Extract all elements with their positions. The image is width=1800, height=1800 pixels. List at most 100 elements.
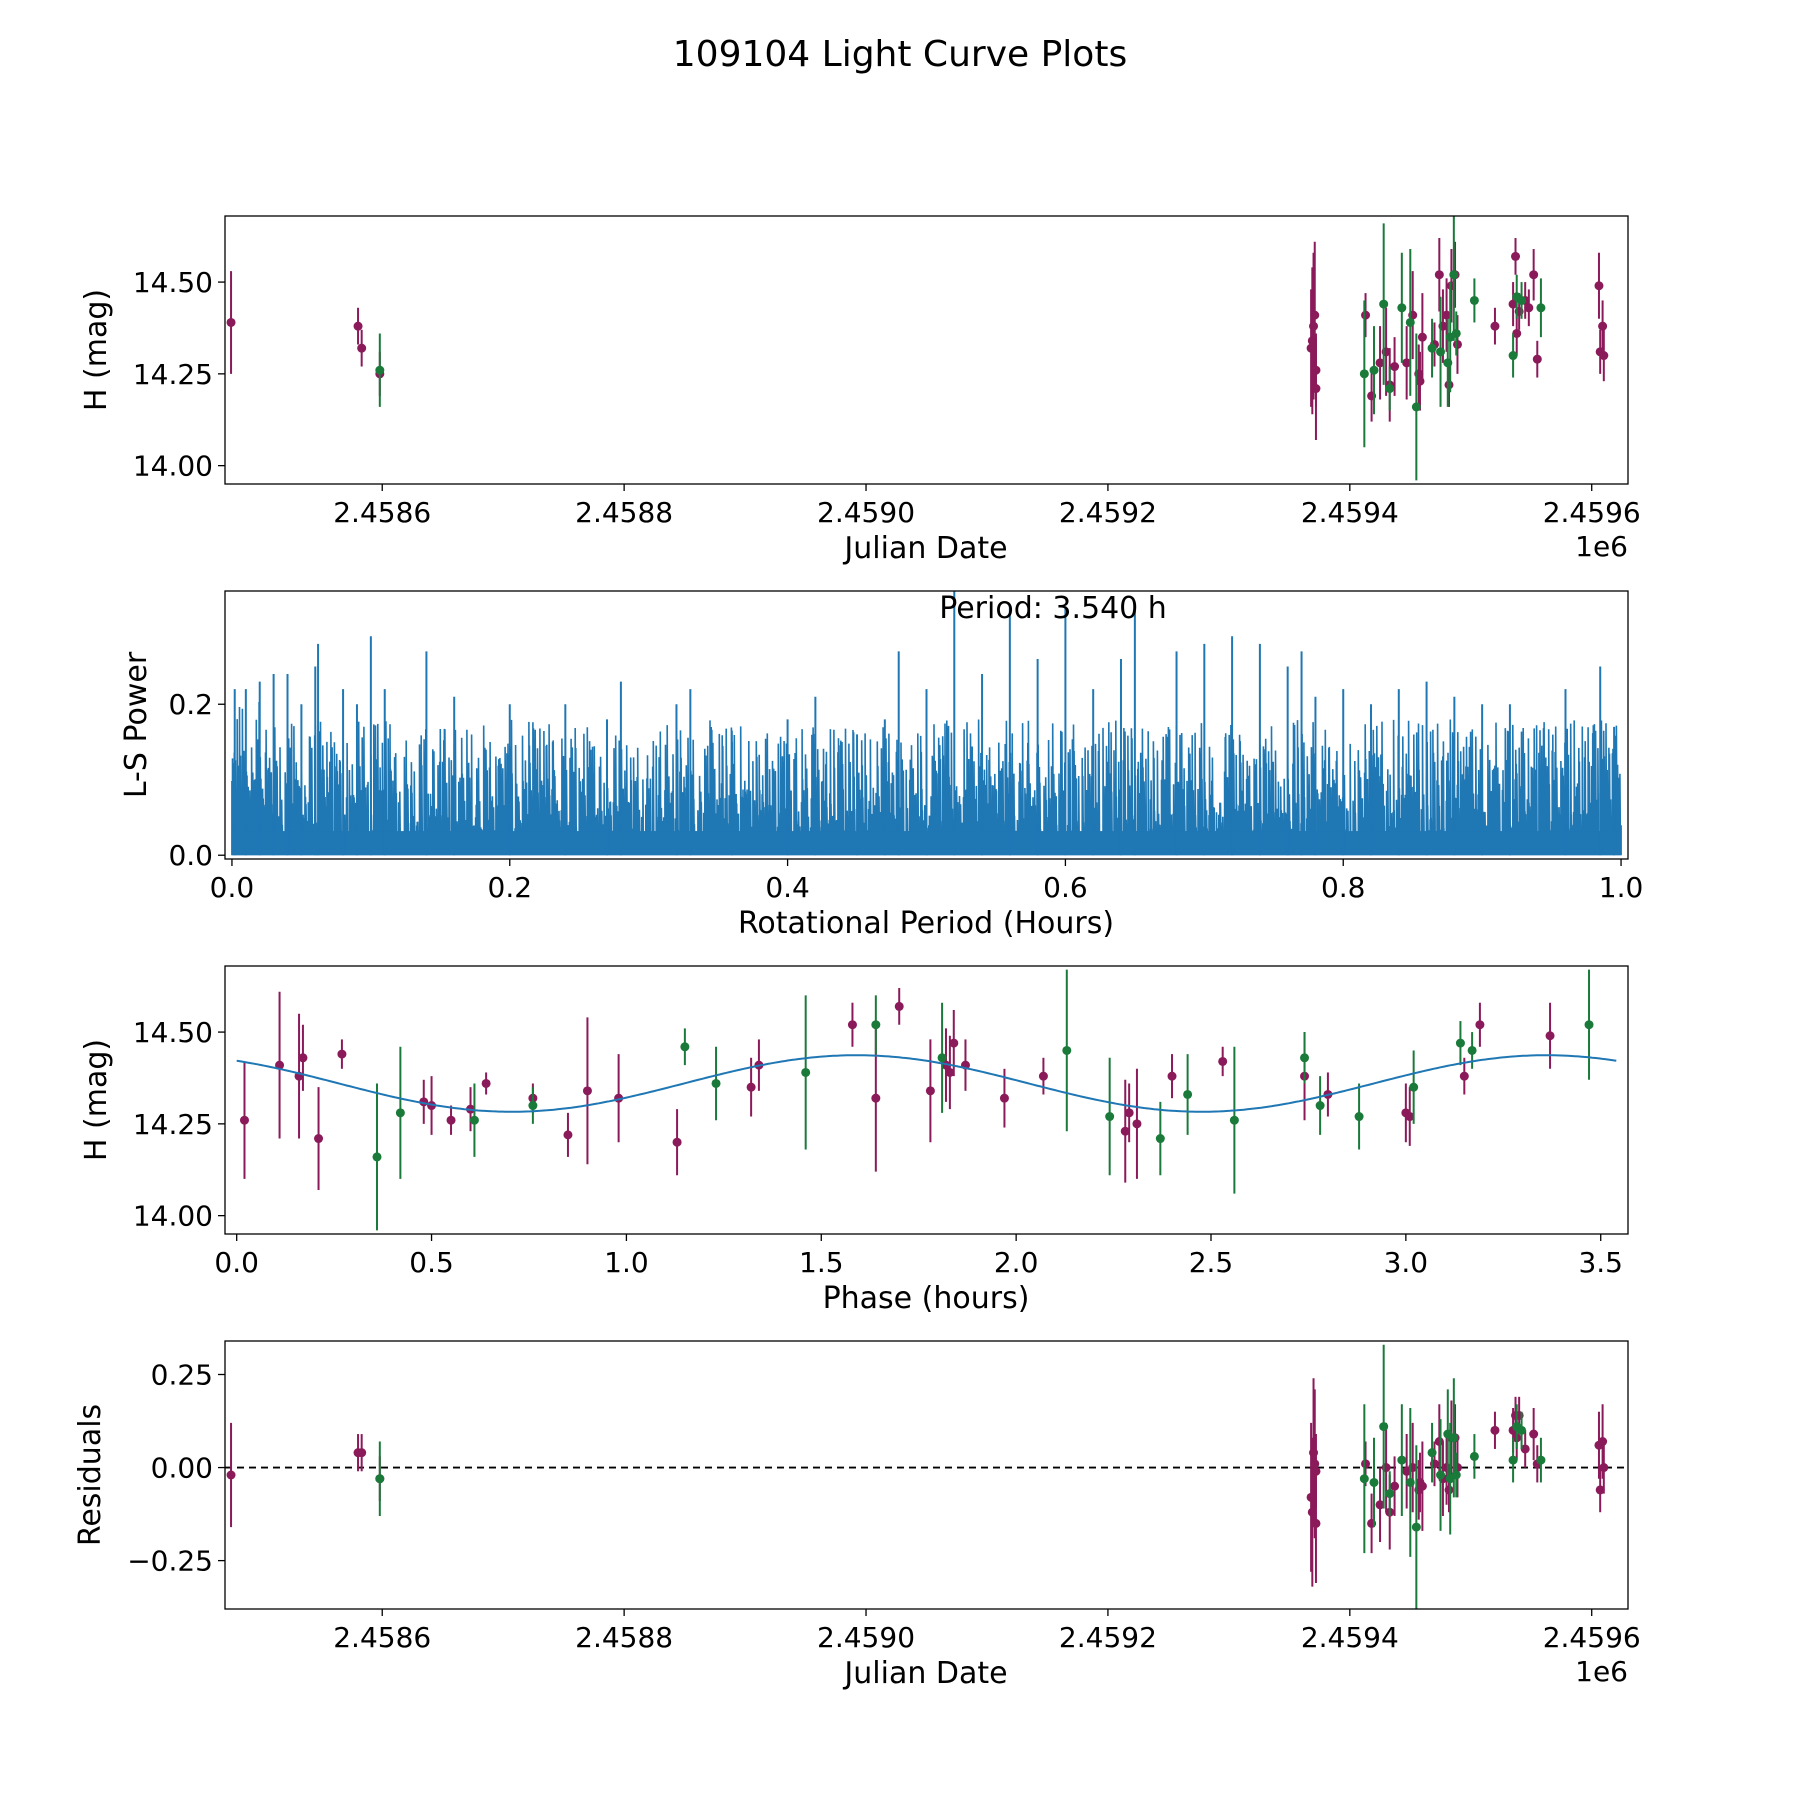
data-point [801, 1067, 811, 1077]
x-tick-label: 1.0 [1599, 871, 1644, 904]
data-point [1359, 1474, 1369, 1484]
data-point [1062, 1045, 1072, 1055]
data-point [1545, 1031, 1555, 1041]
data-point [746, 1082, 756, 1092]
data-point [226, 1470, 236, 1480]
data-point [1444, 380, 1454, 390]
data-point [925, 1086, 935, 1096]
data-point [1490, 321, 1500, 331]
model-curve [236, 1054, 1617, 1113]
data-point [680, 1042, 690, 1052]
x-tick-label: 0.0 [214, 1246, 259, 1279]
x-tick-label: 2.4596 [1543, 496, 1641, 529]
x-tick-label: 2.4594 [1301, 1621, 1399, 1654]
data-point [1369, 1477, 1379, 1487]
data-point [1375, 1500, 1385, 1510]
phased-ticks: 0.0 0.5 1.0 1.5 2.0 2.5 3.0 3.5 14.00 14.25 14.50 [133, 1016, 1623, 1279]
data-point [275, 1060, 285, 1070]
y-tick-label: −0.25 [127, 1545, 213, 1578]
data-point [1311, 1518, 1321, 1528]
data-point [1511, 251, 1521, 261]
data-point [1361, 310, 1371, 320]
data-point [1379, 1422, 1389, 1432]
data-point [1508, 1455, 1518, 1465]
y-tick-label: 14.25 [133, 358, 213, 391]
data-point [372, 1152, 382, 1162]
panel-lightcurve: 2.4586 2.4588 2.4590 2.4592 2.4594 2.4596 14.0… [79, 215, 1641, 566]
data-point [469, 1115, 479, 1125]
data-point [1449, 1433, 1459, 1443]
data-point [1300, 1053, 1310, 1063]
data-point [563, 1130, 573, 1140]
residuals-xlabel: Julian Date [842, 1656, 1007, 1691]
data-point [949, 1038, 959, 1048]
data-point [1467, 1045, 1477, 1055]
data-point [1310, 1459, 1320, 1469]
data-point [1598, 321, 1608, 331]
data-point [1512, 328, 1522, 338]
y-tick-label: 14.50 [133, 266, 213, 299]
x-tick-label: 2.5 [1189, 1246, 1234, 1279]
data-point [1311, 384, 1321, 394]
data-point [1436, 1470, 1446, 1480]
data-point [1452, 339, 1462, 349]
data-point [999, 1093, 1009, 1103]
data-point [1385, 384, 1395, 394]
data-point [1459, 1071, 1469, 1081]
data-point [481, 1078, 491, 1088]
phased-xlabel: Phase (hours) [823, 1281, 1030, 1316]
phased-ylabel: H (mag) [79, 1039, 114, 1161]
lightcurve-ylabel: H (mag) [79, 289, 114, 411]
x-tick-label: 2.4588 [575, 1621, 673, 1654]
data-point [226, 317, 236, 327]
x-tick-label: 2.4590 [817, 496, 915, 529]
data-point [1427, 343, 1437, 353]
data-point [1409, 1082, 1419, 1092]
data-point [1311, 1466, 1321, 1476]
data-point [1375, 358, 1385, 368]
data-point [1361, 1459, 1371, 1469]
data-point [375, 365, 385, 375]
data-point [1594, 281, 1604, 291]
y-tick-label: 0.00 [151, 1452, 213, 1485]
data-point [1529, 1429, 1539, 1439]
data-point [1124, 1108, 1134, 1118]
data-point [871, 1093, 881, 1103]
data-point [1038, 1071, 1048, 1081]
data-point [1167, 1071, 1177, 1081]
periodogram-ticks: 0.0 0.2 0.4 0.6 0.8 1.0 0.0 0.2 [168, 688, 1643, 904]
data-point [1584, 1020, 1594, 1030]
data-point [528, 1101, 538, 1111]
data-point [314, 1134, 324, 1144]
data-point [1599, 1463, 1609, 1473]
phased-frame [224, 965, 1629, 1235]
data-point [446, 1115, 456, 1125]
data-point [1451, 328, 1461, 338]
data-point [1524, 303, 1534, 313]
y-tick-label: 14.50 [133, 1016, 213, 1049]
periodogram-xlabel: Rotational Period (Hours) [738, 906, 1114, 941]
lightcurve-plot-area [226, 216, 1609, 481]
y-tick-label: 0.0 [168, 839, 213, 872]
data-point [1469, 295, 1479, 305]
periodogram-plot-area [231, 591, 1622, 856]
data-point [1490, 1425, 1500, 1435]
data-point [1405, 1112, 1415, 1122]
y-tick-label: 14.00 [133, 1200, 213, 1233]
data-point [1449, 270, 1459, 280]
data-point [1508, 299, 1518, 309]
data-point [1434, 270, 1444, 280]
data-point [1405, 1477, 1415, 1487]
data-point [1455, 1038, 1465, 1048]
data-point [1536, 303, 1546, 313]
data-point [1218, 1056, 1228, 1066]
x-tick-label: 2.4592 [1059, 1621, 1157, 1654]
lightcurve-frame [224, 215, 1629, 485]
residuals-ylabel: Residuals [73, 1404, 108, 1546]
data-point [1598, 1437, 1608, 1446]
data-point [1529, 270, 1539, 280]
x-tick-label: 3.5 [1578, 1246, 1623, 1279]
data-point [1359, 369, 1369, 379]
x-tick-label: 1.5 [799, 1246, 844, 1279]
x-tick-label: 0.8 [1321, 871, 1366, 904]
